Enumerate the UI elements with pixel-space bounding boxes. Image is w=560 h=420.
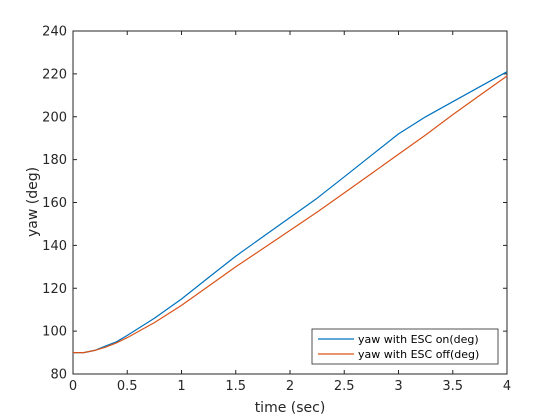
series-layer xyxy=(73,71,508,354)
y-tick-label: 180 xyxy=(42,153,67,168)
x-tick-label: 1 xyxy=(177,379,185,394)
legend: yaw with ESC on(deg) yaw with ESC off(de… xyxy=(311,328,499,365)
y-tick-label: 140 xyxy=(42,239,67,254)
x-tick-label: 2.5 xyxy=(334,379,355,394)
x-tick-label: 3 xyxy=(394,379,402,394)
axis-ticks: 0 0.5 1 1.5 2 2.5 3 3.5 4 80 100 120 140 160 180 200 220… xyxy=(42,25,511,395)
y-tick-label: 220 xyxy=(42,67,67,82)
x-tick-label: 3.5 xyxy=(442,379,463,394)
y-tick-label: 240 xyxy=(42,25,67,40)
x-tick-label: 1.5 xyxy=(225,379,246,394)
x-tick-label: 2 xyxy=(286,379,294,394)
legend-label-esc-off: yaw with ESC off(deg) xyxy=(358,348,479,361)
series-line-1 xyxy=(73,75,508,354)
y-tick-label: 160 xyxy=(42,196,67,211)
legend-box xyxy=(311,328,499,365)
y-tick-label: 120 xyxy=(42,282,67,297)
y-tick-label: 200 xyxy=(42,110,67,125)
x-tick-label: 0.5 xyxy=(117,379,138,394)
x-tick-label: 0 xyxy=(69,379,77,394)
y-axis-title: yaw (deg) xyxy=(25,167,41,237)
y-tick-label: 100 xyxy=(42,325,67,340)
plot-area xyxy=(72,30,508,375)
x-axis-title: time (sec) xyxy=(255,400,326,416)
legend-label-esc-on: yaw with ESC on(deg) xyxy=(358,333,479,346)
y-tick-label: 80 xyxy=(50,368,67,383)
x-tick-label: 4 xyxy=(503,379,511,394)
series-line-0 xyxy=(73,71,508,354)
